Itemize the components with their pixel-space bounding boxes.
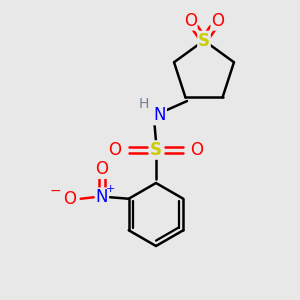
Text: N: N (154, 106, 166, 124)
Text: O: O (108, 141, 122, 159)
Text: O: O (95, 160, 108, 178)
Text: O: O (190, 141, 204, 159)
Text: S: S (150, 141, 162, 159)
Text: O: O (211, 12, 224, 30)
Text: +: + (105, 184, 115, 194)
Text: O: O (184, 12, 197, 30)
Text: H: H (139, 97, 149, 111)
Text: −: − (50, 183, 61, 197)
Text: O: O (63, 190, 76, 208)
Text: N: N (95, 188, 108, 206)
Text: S: S (198, 32, 210, 50)
